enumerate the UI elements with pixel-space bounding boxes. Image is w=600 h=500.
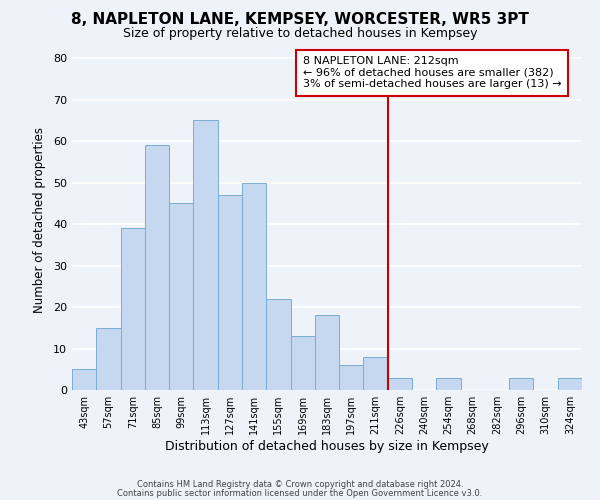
Bar [145,146,169,390]
Y-axis label: Number of detached properties: Number of detached properties [33,127,46,313]
Text: Contains HM Land Registry data © Crown copyright and database right 2024.: Contains HM Land Registry data © Crown c… [137,480,463,489]
Text: 8 NAPLETON LANE: 212sqm
← 96% of detached houses are smaller (382)
3% of semi-de: 8 NAPLETON LANE: 212sqm ← 96% of detache… [303,56,562,90]
Bar [218,195,242,390]
Bar [339,365,364,390]
Bar [436,378,461,390]
Bar [193,120,218,390]
Bar [169,204,193,390]
Bar [242,182,266,390]
Bar [558,378,582,390]
Bar [388,378,412,390]
Bar [266,299,290,390]
Bar [509,378,533,390]
Text: Size of property relative to detached houses in Kempsey: Size of property relative to detached ho… [123,28,477,40]
Bar [364,357,388,390]
Text: Contains public sector information licensed under the Open Government Licence v3: Contains public sector information licen… [118,488,482,498]
Bar [96,328,121,390]
Bar [121,228,145,390]
Bar [290,336,315,390]
Bar [315,316,339,390]
X-axis label: Distribution of detached houses by size in Kempsey: Distribution of detached houses by size … [165,440,489,453]
Bar [72,370,96,390]
Text: 8, NAPLETON LANE, KEMPSEY, WORCESTER, WR5 3PT: 8, NAPLETON LANE, KEMPSEY, WORCESTER, WR… [71,12,529,28]
